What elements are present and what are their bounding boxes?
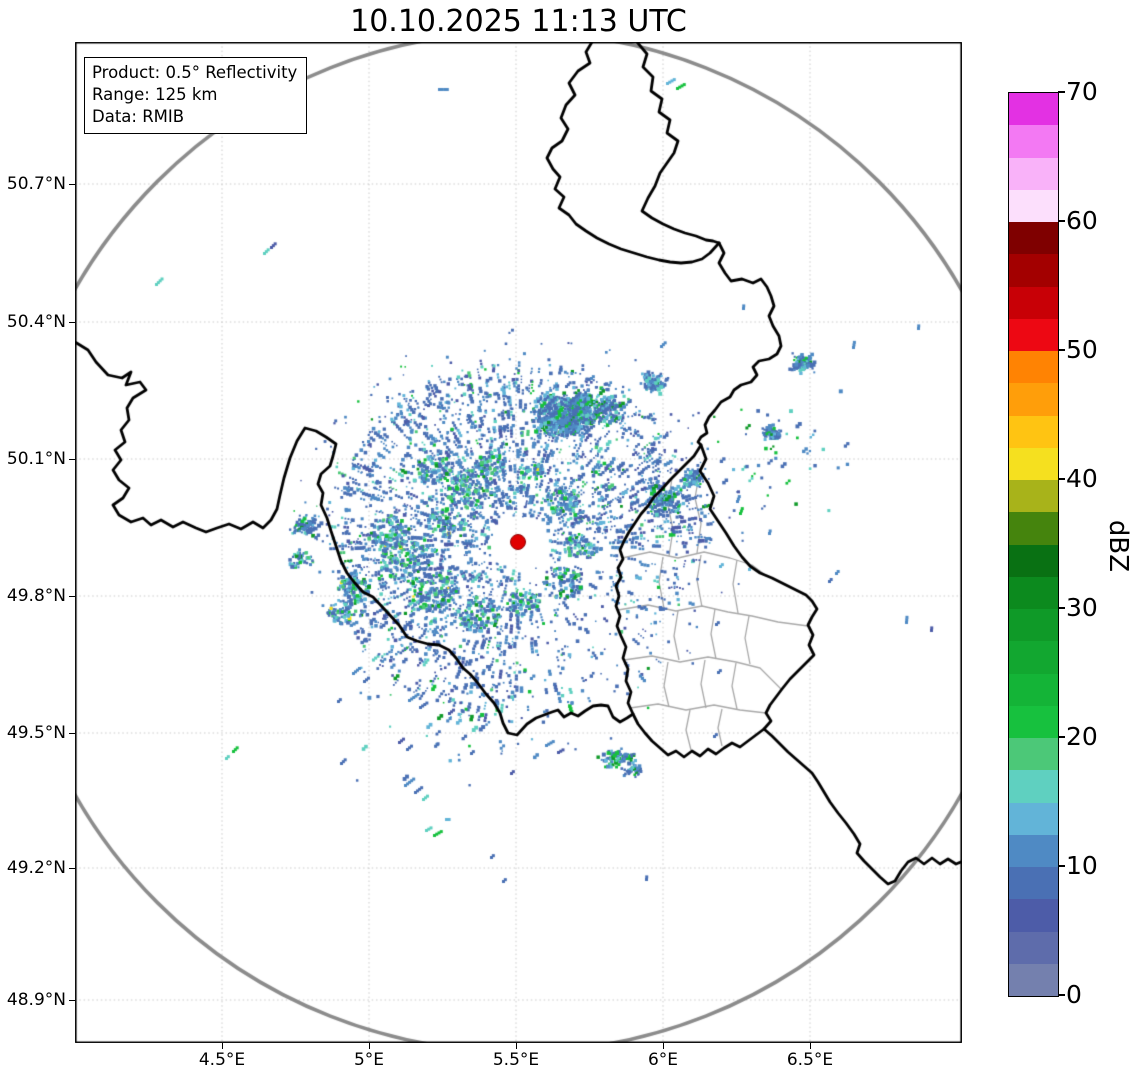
x-axis-tick-mark xyxy=(515,1043,517,1049)
colorbar-segment xyxy=(1009,318,1058,351)
colorbar-tick-mark xyxy=(1058,478,1065,480)
x-axis-tick-label: 6.5°E xyxy=(786,1050,834,1070)
colorbar-tick-label: 10 xyxy=(1066,851,1098,880)
info-box: Product: 0.5° Reflectivity Range: 125 km… xyxy=(84,57,308,135)
y-axis-tick-mark xyxy=(69,867,75,869)
x-axis-tick-label: 4.5°E xyxy=(198,1050,246,1070)
colorbar-tick-label: 50 xyxy=(1066,335,1098,364)
colorbar-tick-mark xyxy=(1058,91,1065,93)
colorbar-tick-label: 20 xyxy=(1066,722,1098,751)
colorbar-segment xyxy=(1009,222,1058,255)
x-axis-tick-mark xyxy=(809,1043,811,1049)
colorbar-segment xyxy=(1009,351,1058,384)
colorbar-segment xyxy=(1009,189,1058,222)
colorbar-segment xyxy=(1009,641,1058,674)
colorbar-segment xyxy=(1009,125,1058,158)
y-axis-tick-label: 50.1°N xyxy=(6,449,66,469)
x-axis-tick-mark xyxy=(368,1043,370,1049)
radar-map-canvas xyxy=(75,42,962,1043)
colorbar-segment xyxy=(1009,899,1058,932)
colorbar-segment xyxy=(1009,544,1058,577)
y-axis-tick-label: 49.8°N xyxy=(6,586,66,606)
y-axis-tick-mark xyxy=(69,458,75,460)
x-axis-tick-label: 5°E xyxy=(353,1050,385,1070)
colorbar-segment xyxy=(1009,576,1058,609)
colorbar-segment xyxy=(1009,157,1058,190)
colorbar-segment xyxy=(1009,254,1058,287)
colorbar-tick-mark xyxy=(1058,220,1065,222)
info-data-source: Data: RMIB xyxy=(92,106,185,126)
colorbar-tick-mark xyxy=(1058,736,1065,738)
colorbar-segment xyxy=(1009,512,1058,545)
y-axis-tick-mark xyxy=(69,183,75,185)
colorbar-tick-label: 40 xyxy=(1066,464,1098,493)
colorbar-tick-mark xyxy=(1058,349,1065,351)
y-axis-tick-label: 48.9°N xyxy=(6,990,66,1010)
info-product: Product: 0.5° Reflectivity xyxy=(92,63,298,82)
colorbar-segment xyxy=(1009,609,1058,642)
x-axis-tick-label: 6°E xyxy=(647,1050,679,1070)
colorbar-tick-label: 70 xyxy=(1066,77,1098,106)
colorbar-segment xyxy=(1009,415,1058,448)
y-axis-tick-mark xyxy=(69,999,75,1001)
colorbar-segment xyxy=(1009,802,1058,835)
colorbar-segment xyxy=(1009,770,1058,803)
y-axis-tick-label: 49.5°N xyxy=(6,723,66,743)
colorbar-segment xyxy=(1009,738,1058,771)
y-axis-tick-mark xyxy=(69,321,75,323)
colorbar-segment xyxy=(1009,963,1058,996)
colorbar-segment xyxy=(1009,447,1058,480)
plot-title: 10.10.2025 11:13 UTC xyxy=(350,4,687,39)
colorbar-segment xyxy=(1009,705,1058,738)
colorbar-segment xyxy=(1009,286,1058,319)
x-axis-tick-label: 5.5°E xyxy=(492,1050,540,1070)
y-axis-tick-mark xyxy=(69,732,75,734)
plot-area xyxy=(75,42,962,1043)
colorbar-tick-mark xyxy=(1058,607,1065,609)
colorbar-segment xyxy=(1009,867,1058,900)
colorbar-segment xyxy=(1009,383,1058,416)
y-axis-tick-label: 50.4°N xyxy=(6,312,66,332)
colorbar-tick-label: 30 xyxy=(1066,593,1098,622)
colorbar-tick-label: 0 xyxy=(1066,980,1082,1009)
colorbar xyxy=(1008,92,1059,997)
colorbar-unit-label: dBZ xyxy=(1103,519,1133,573)
colorbar-tick-mark xyxy=(1058,865,1065,867)
x-axis-tick-mark xyxy=(662,1043,664,1049)
info-range: Range: 125 km xyxy=(92,84,218,104)
colorbar-tick-mark xyxy=(1058,994,1065,996)
x-axis-tick-mark xyxy=(221,1043,223,1049)
y-axis-tick-label: 50.7°N xyxy=(6,174,66,194)
colorbar-tick-label: 60 xyxy=(1066,206,1098,235)
colorbar-segment xyxy=(1009,931,1058,964)
colorbar-segment xyxy=(1009,834,1058,867)
colorbar-segment xyxy=(1009,673,1058,706)
y-axis-tick-label: 49.2°N xyxy=(6,858,66,878)
y-axis-tick-mark xyxy=(69,595,75,597)
colorbar-segment xyxy=(1009,480,1058,513)
colorbar-segment xyxy=(1009,93,1058,126)
